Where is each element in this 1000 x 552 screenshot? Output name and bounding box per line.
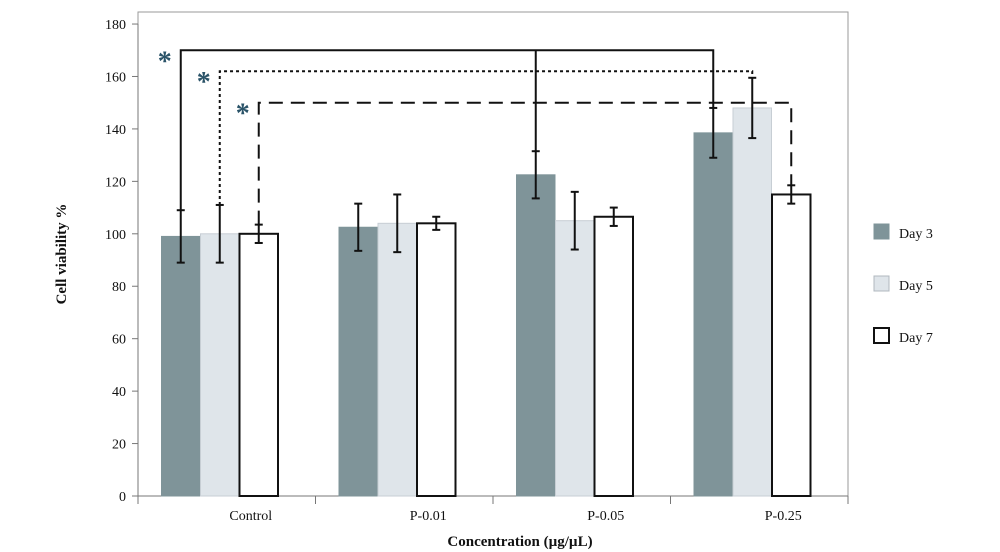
legend: Day 3 Day 5 Day 7: [873, 223, 933, 346]
legend-swatch: [873, 275, 890, 292]
bar: [238, 232, 279, 498]
x-tick-label: P-0.25: [765, 509, 802, 524]
bar: [416, 222, 457, 497]
x-axis-title: Concentration (µg/µL): [447, 534, 592, 550]
error-bars-group: [176, 76, 796, 264]
legend-swatch: [873, 223, 890, 240]
bar: [593, 215, 634, 498]
x-axis: Control P-0.01 P-0.05 P-0.25: [137, 495, 849, 524]
bar: [200, 233, 240, 497]
x-tick-label: P-0.05: [587, 509, 624, 524]
bar: [338, 226, 378, 497]
bar: [161, 235, 201, 497]
x-tick-label: Control: [229, 509, 272, 524]
bar: [555, 220, 595, 497]
y-tick-label: 40: [112, 385, 126, 400]
bar: [732, 107, 772, 497]
bar: [693, 132, 733, 497]
bars-group: [161, 107, 812, 498]
y-tick-label: 120: [105, 175, 126, 190]
y-tick-label: 80: [112, 280, 126, 295]
x-tick-label: P-0.01: [410, 509, 447, 524]
significance-star: *: [197, 67, 211, 98]
bar: [377, 222, 417, 497]
y-tick-label: 60: [112, 333, 126, 348]
significance-brackets: * * *: [158, 46, 793, 225]
y-tick-label: 0: [119, 490, 126, 505]
significance-bracket: [179, 49, 715, 211]
legend-swatch: [873, 327, 890, 344]
legend-label: Day 5: [899, 279, 933, 294]
bar: [516, 174, 556, 497]
significance-star: *: [236, 99, 250, 130]
significance-bracket: [218, 70, 754, 205]
significance-bracket: [257, 101, 793, 225]
y-axis-title: Cell viability %: [54, 204, 70, 305]
y-tick-label: 20: [112, 438, 126, 453]
legend-label: Day 3: [899, 227, 933, 242]
bar: [771, 193, 812, 497]
significance-star: *: [158, 46, 172, 77]
y-tick-label: 100: [105, 228, 126, 243]
y-tick-label: 140: [105, 123, 126, 138]
y-axis: 0 20 40 60 80 100 120 140 160 180: [105, 18, 139, 505]
y-tick-label: 180: [105, 18, 126, 33]
legend-label: Day 7: [899, 331, 933, 346]
y-tick-label: 160: [105, 70, 126, 85]
